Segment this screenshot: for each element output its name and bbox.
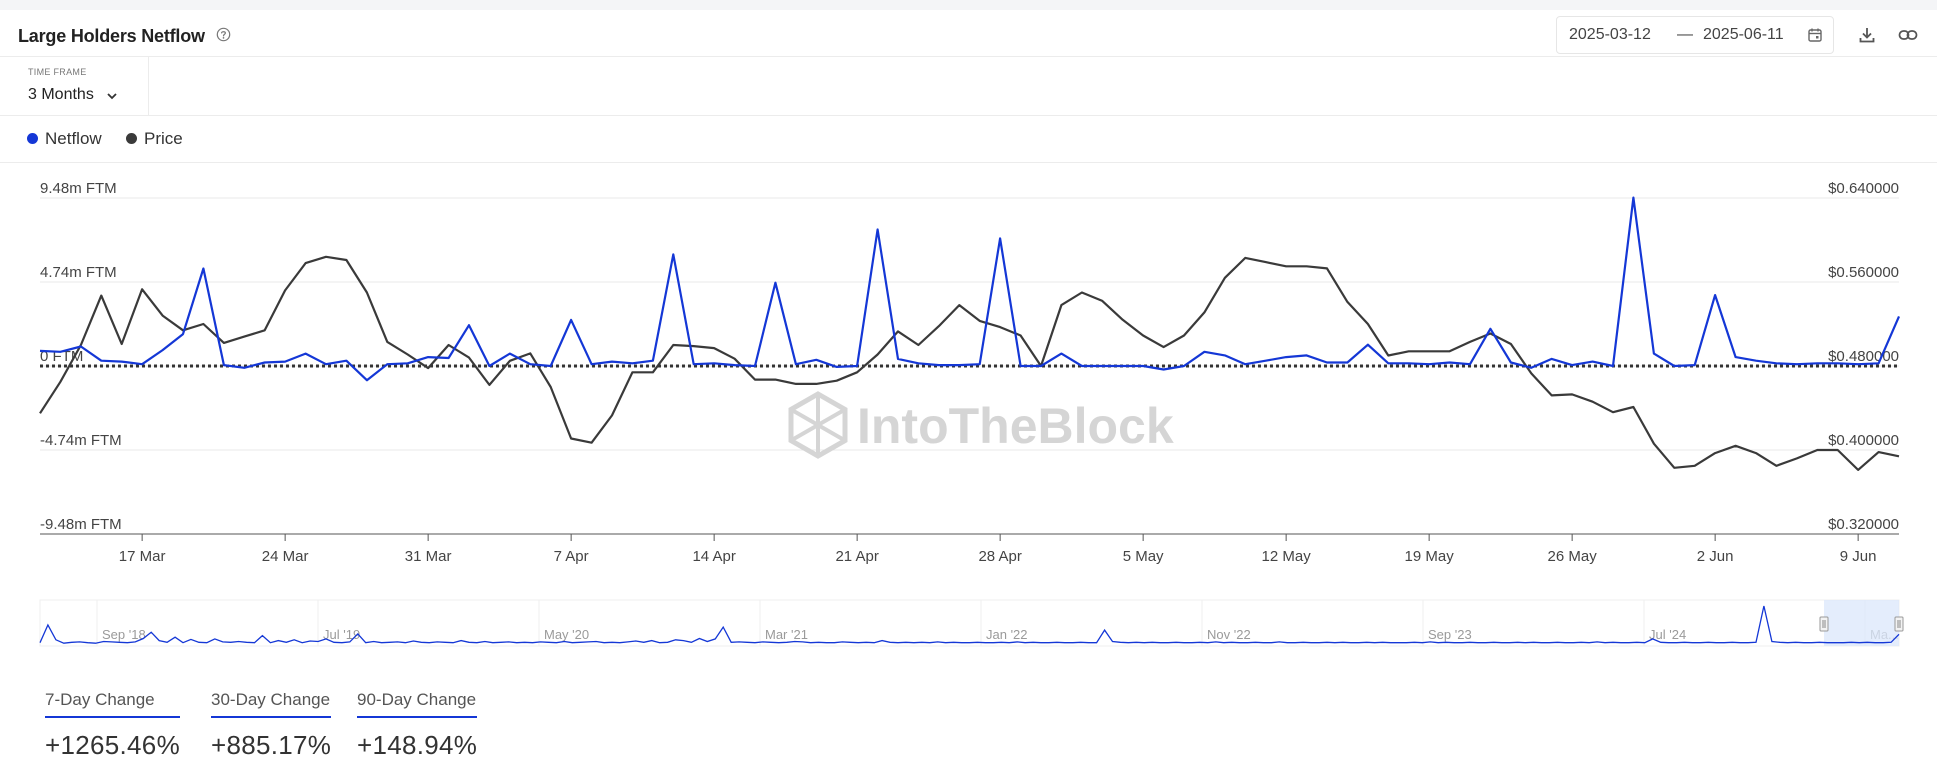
watermark-logo — [788, 391, 848, 459]
navigator-tick-label: Sep '23 — [1428, 627, 1472, 642]
timeframe-selector[interactable]: TIME FRAME 3 Months — [0, 57, 149, 115]
chart-header: Large Holders Netflow 2025-03-12 — 2025-… — [0, 10, 1937, 57]
navigator-tick-label: Jul '19 — [323, 627, 360, 642]
grid-lines — [40, 197, 1899, 535]
left-axis-tick-label: -9.48m FTM — [40, 516, 122, 533]
legend-dot-netflow — [27, 133, 38, 144]
calendar-icon[interactable] — [1807, 27, 1823, 43]
navigator-tick-label: Mar '21 — [765, 627, 808, 642]
legend-dot-price — [126, 133, 137, 144]
download-icon[interactable] — [1858, 26, 1876, 44]
x-axis-tick-label: 17 Mar — [119, 548, 166, 565]
range-navigator[interactable]: Sep '18 Jul '19 May '20 Mar '21 Jan '22 Nov '… — [39, 599, 1904, 647]
right-axis-tick-label: $0.640000 — [1828, 180, 1899, 197]
stat-label-7-day: 7-Day Change — [45, 690, 180, 718]
x-axis: 17 Mar 24 Mar 31 Mar 7 Apr 14 Apr 21 Apr 28 Ap… — [119, 534, 1877, 565]
stat-30-day[interactable]: 30-Day Change +885.17% — [211, 690, 332, 761]
left-axis-tick-label: 4.74m FTM — [40, 264, 117, 281]
right-axis-tick-label: $0.560000 — [1828, 264, 1899, 281]
x-axis-tick-label: 31 Mar — [405, 548, 452, 565]
timeframe-value[interactable]: 3 Months — [28, 86, 94, 103]
navigator-tick-label: Nov '22 — [1207, 627, 1251, 642]
navigator-tick-label: Jul '24 — [1649, 627, 1686, 642]
stat-7-day[interactable]: 7-Day Change +1265.46% — [45, 690, 180, 761]
legend-item-price[interactable]: Price — [126, 129, 183, 149]
chart-title: Large Holders Netflow — [18, 26, 205, 46]
help-icon[interactable] — [216, 27, 231, 42]
stat-value-90-day: +148.94% — [357, 730, 478, 760]
navigator-handle-left[interactable] — [1819, 616, 1829, 632]
x-axis-tick-label: 9 Jun — [1840, 548, 1877, 565]
x-axis-tick-label: 5 May — [1123, 548, 1164, 565]
date-start: 2025-03-12 — [1569, 26, 1651, 43]
x-axis-tick-label: 26 May — [1548, 548, 1598, 565]
x-axis-tick-label: 7 Apr — [554, 548, 589, 565]
date-separator: — — [1677, 26, 1693, 43]
right-axis: $0.640000 $0.560000 $0.480000 $0.400000 $0.3… — [1828, 180, 1899, 533]
x-axis-tick-label: 28 Apr — [978, 548, 1021, 565]
chevron-down-icon[interactable] — [106, 91, 118, 101]
x-axis-tick-label: 24 Mar — [262, 548, 309, 565]
stat-label-90-day: 90-Day Change — [357, 690, 478, 718]
right-axis-tick-label: $0.480000 — [1828, 348, 1899, 365]
legend: Netflow Price — [0, 116, 1937, 163]
link-icon[interactable] — [1898, 26, 1918, 44]
watermark: IntoTheBlock — [788, 391, 1174, 459]
netflow-series-line — [39, 196, 1901, 382]
watermark-text: IntoTheBlock — [857, 398, 1174, 454]
x-axis-tick-label: 12 May — [1262, 548, 1312, 565]
legend-label-netflow: Netflow — [45, 129, 102, 148]
x-axis-tick-label: 21 Apr — [835, 548, 878, 565]
timeframe-row: TIME FRAME 3 Months — [0, 57, 1937, 116]
legend-item-netflow[interactable]: Netflow — [27, 129, 102, 149]
timeframe-label: TIME FRAME — [28, 67, 87, 77]
navigator-tick-label: Sep '18 — [102, 627, 146, 642]
navigator-selection[interactable] — [1824, 600, 1899, 646]
date-range-picker[interactable]: 2025-03-12 — 2025-06-11 — [1556, 16, 1834, 54]
navigator-handle-right[interactable] — [1894, 616, 1904, 632]
x-axis-tick-label: 14 Apr — [692, 548, 735, 565]
left-axis-tick-label: -4.74m FTM — [40, 432, 122, 449]
left-axis-tick-label: 9.48m FTM — [40, 180, 117, 197]
stat-value-7-day: +1265.46% — [45, 730, 180, 760]
navigator-background — [39, 599, 1900, 647]
date-end: 2025-06-11 — [1703, 26, 1784, 43]
x-axis-tick-label: 19 May — [1405, 548, 1455, 565]
stat-90-day[interactable]: 90-Day Change +148.94% — [357, 690, 478, 761]
navigator-tick-label: Jan '22 — [986, 627, 1028, 642]
top-strip — [0, 0, 1937, 10]
price-series-line — [39, 255, 1900, 471]
right-axis-tick-label: $0.400000 — [1828, 432, 1899, 449]
right-axis-tick-label: $0.320000 — [1828, 516, 1899, 533]
legend-label-price: Price — [144, 129, 183, 148]
x-axis-tick-label: 2 Jun — [1697, 548, 1734, 565]
stat-label-30-day: 30-Day Change — [211, 690, 332, 718]
navigator-tick-label: May '20 — [544, 627, 589, 642]
stat-value-30-day: +885.17% — [211, 730, 332, 760]
navigator-series-line — [39, 605, 1900, 644]
